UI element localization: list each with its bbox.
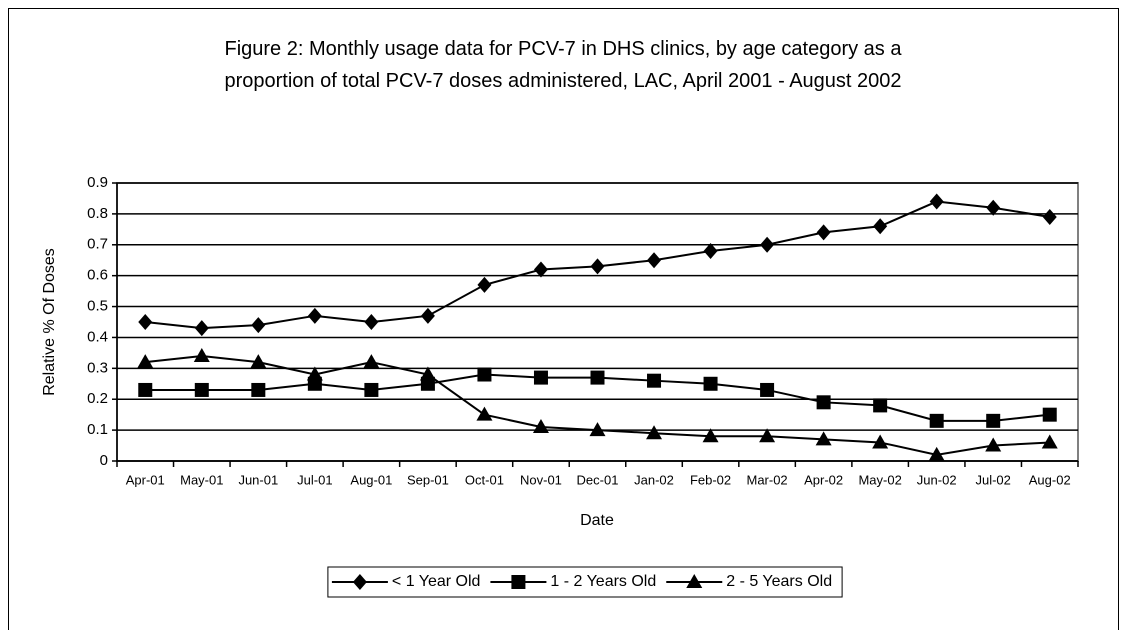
marker — [533, 261, 548, 278]
marker — [929, 193, 944, 210]
marker — [760, 236, 775, 253]
marker — [194, 320, 209, 337]
y-tick-label: 0.7 — [87, 236, 108, 253]
y-tick-label: 0 — [100, 452, 108, 469]
x-axis-label: Date — [580, 512, 614, 529]
marker — [476, 406, 493, 421]
marker — [251, 382, 266, 397]
marker — [420, 307, 435, 324]
marker — [138, 382, 153, 397]
marker — [364, 382, 379, 397]
x-tick-label: Mar-02 — [746, 472, 787, 487]
marker — [250, 354, 267, 369]
x-tick-label: Jun-02 — [917, 472, 957, 487]
marker — [251, 317, 266, 334]
x-tick-label: Apr-01 — [126, 472, 165, 487]
marker — [1042, 208, 1057, 225]
y-tick-label: 0.4 — [87, 328, 108, 345]
y-tick-label: 0.6 — [87, 267, 108, 284]
marker — [306, 366, 323, 381]
marker — [193, 347, 210, 362]
marker — [646, 425, 663, 440]
legend-box — [327, 566, 843, 598]
marker — [138, 314, 153, 330]
marker — [533, 370, 548, 385]
marker — [872, 434, 889, 449]
legend-label: < 1 Year Old — [392, 573, 481, 590]
x-tick-label: Sep-01 — [407, 472, 449, 487]
marker — [702, 428, 719, 443]
marker — [352, 574, 367, 590]
marker — [703, 242, 718, 259]
marker — [590, 258, 605, 275]
marker — [985, 437, 1002, 452]
x-tick-label: Dec-01 — [577, 472, 619, 487]
chart-title: Figure 2: Monthly usage data for PCV-7 i… — [224, 38, 902, 92]
y-tick-label: 0.1 — [87, 421, 108, 438]
y-tick-label: 0.5 — [87, 298, 108, 315]
x-tick-label: Aug-01 — [350, 472, 392, 487]
legend-label: 1 - 2 Years Old — [550, 573, 656, 590]
marker — [647, 373, 662, 388]
marker — [986, 413, 1001, 428]
x-tick-label: Oct-01 — [465, 472, 504, 487]
marker — [307, 307, 322, 324]
marker — [477, 276, 492, 293]
x-tick-label: May-01 — [180, 472, 223, 487]
marker — [816, 224, 831, 241]
x-tick-label: Apr-02 — [804, 472, 843, 487]
marker — [419, 366, 436, 381]
marker — [928, 446, 945, 461]
x-tick-label: Jul-01 — [297, 472, 332, 487]
marker — [511, 575, 526, 589]
marker — [363, 354, 380, 369]
marker — [137, 354, 154, 369]
marker — [816, 395, 831, 410]
marker — [873, 398, 888, 413]
marker — [532, 419, 549, 434]
marker — [815, 431, 832, 446]
x-tick-label: Jan-02 — [634, 472, 674, 487]
marker — [759, 428, 776, 443]
chart-title-group: Figure 2: Monthly usage data for PCV-7 i… — [224, 38, 902, 92]
x-tick-label: Jun-01 — [238, 472, 278, 487]
y-tick-label: 0.8 — [87, 205, 108, 222]
x-tick-label: Nov-01 — [520, 472, 562, 487]
marker — [760, 382, 775, 397]
marker — [703, 376, 718, 391]
marker — [647, 252, 662, 269]
marker — [1042, 407, 1057, 422]
marker — [364, 314, 379, 330]
x-tick-label: Aug-02 — [1029, 472, 1071, 487]
y-tick-label: 0.9 — [87, 174, 108, 191]
marker — [929, 413, 944, 428]
marker — [873, 218, 888, 235]
marker — [986, 199, 1001, 216]
y-axis-label: Relative % Of Doses — [41, 248, 58, 396]
legend: < 1 Year Old 1 - 2 Years Old 2 - 5 Years O… — [327, 566, 843, 598]
y-tick-label: 0.2 — [87, 390, 108, 407]
marker — [589, 422, 606, 437]
marker — [477, 367, 492, 382]
marker — [194, 382, 209, 397]
x-tick-label: Jul-02 — [975, 472, 1010, 487]
marker — [1041, 434, 1058, 449]
x-tick-label: Feb-02 — [690, 472, 731, 487]
legend-label: 2 - 5 Years Old — [726, 573, 832, 590]
x-tick-label: May-02 — [858, 472, 901, 487]
marker — [686, 574, 703, 588]
y-tick-label: 0.3 — [87, 359, 108, 376]
marker — [590, 370, 605, 385]
